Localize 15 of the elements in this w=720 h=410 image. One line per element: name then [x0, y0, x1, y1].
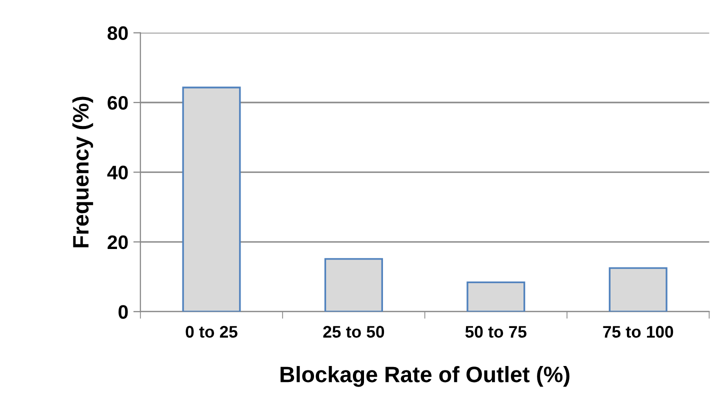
y-tick-label: 40: [107, 166, 128, 180]
bar: [324, 258, 383, 312]
x-tick-label: 0 to 25: [186, 326, 238, 338]
x-tick-label: 25 to 50: [323, 326, 384, 338]
x-tick-label: 50 to 75: [465, 326, 526, 338]
bar: [466, 281, 526, 312]
y-tick-label: 80: [108, 26, 128, 40]
bar: [608, 267, 668, 312]
y-tick-label: 20: [108, 235, 128, 250]
x-axis-title: Blockage Rate of Outlet (%): [280, 366, 570, 387]
bar: [182, 86, 241, 312]
y-tick-label: 0: [118, 305, 128, 319]
y-tick-label: 60: [108, 96, 128, 110]
y-axis-title: Frequency (%): [72, 96, 94, 248]
x-tick-label: 75 to 100: [603, 326, 674, 338]
